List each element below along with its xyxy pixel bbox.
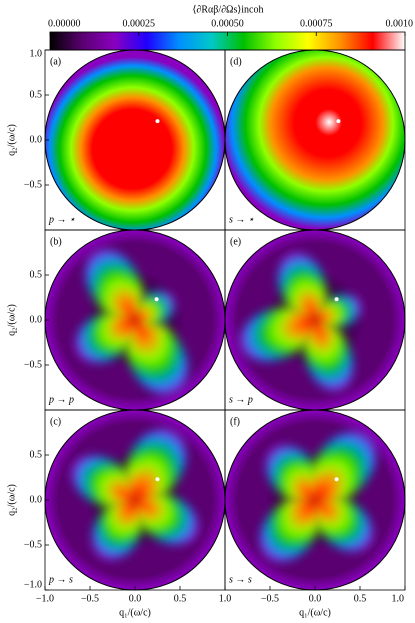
y-tick-label: −1.0 [24, 579, 42, 590]
y-tick-label: 0.0 [30, 314, 43, 325]
intensity-field [225, 50, 405, 230]
lobe [92, 497, 144, 561]
y-tick-label: 0.5 [30, 89, 43, 100]
marker [155, 119, 160, 124]
disk-map [225, 410, 405, 590]
x-tick-label: −0.5 [261, 593, 279, 604]
marker [154, 297, 159, 302]
lobe [124, 317, 189, 397]
colorbar-tick-label: 0.00050 [211, 18, 244, 29]
colorbar-tick-label: 0.0010 [386, 18, 414, 29]
lobe [70, 455, 137, 509]
channel-label: s → p [229, 394, 253, 405]
panel-label: (d) [230, 56, 242, 67]
y-axis-label: q₂/(ω/c) [6, 484, 17, 516]
colorbar-tick-label: 0.00025 [123, 18, 156, 29]
intensity-field [45, 50, 225, 230]
panel-label: (f) [230, 416, 240, 427]
lobe [265, 444, 322, 504]
y-tick-label: 0.0 [30, 494, 43, 505]
colorbar-tick-label: 0.00075 [300, 18, 333, 29]
y-tick-label: −0.5 [24, 359, 42, 370]
marker [336, 119, 341, 124]
lobe [308, 430, 377, 505]
x-tick-label: −1.0 [36, 593, 54, 604]
y-tick-label: 0.0 [30, 134, 43, 145]
x-axis-label: q₁/(ω/c) [119, 607, 151, 618]
lobe [85, 247, 145, 323]
disk-map [45, 230, 225, 410]
disk-map [225, 50, 405, 230]
marker [334, 477, 339, 482]
y-tick-label: 1.0 [30, 48, 43, 59]
lobe [311, 494, 374, 552]
disk-map [225, 230, 405, 410]
x-tick-label: 0.0 [129, 593, 142, 604]
lobe [124, 427, 187, 503]
channel-label: p → p [48, 394, 74, 405]
x-tick-label: 0.5 [354, 593, 367, 604]
channel-label: s → ⋆ [229, 214, 254, 225]
colorbar-tick-label: 0.00000 [48, 18, 81, 29]
lobe [133, 291, 176, 327]
x-tick-label: 0.0 [309, 593, 322, 604]
y-axis-label: q₂/(ω/c) [6, 124, 17, 156]
lobe [278, 251, 328, 321]
marker [155, 477, 160, 482]
lobe [237, 306, 316, 361]
channel-label: s → s [229, 574, 252, 585]
marker [334, 297, 339, 302]
panel-label: (e) [230, 236, 241, 247]
panel-label: (c) [50, 416, 61, 427]
lobe [259, 495, 322, 563]
lobe [303, 319, 353, 393]
x-tick-label: −0.5 [81, 593, 99, 604]
lobe [74, 311, 138, 363]
panel-label: (b) [50, 236, 62, 247]
y-tick-label: −0.5 [24, 179, 42, 190]
lobe [133, 491, 200, 545]
colorbar-title: ⟨∂Rαβ/∂Ωs⟩incoh [192, 4, 263, 15]
lobe [314, 294, 363, 329]
disk-map [45, 50, 225, 230]
x-tick-label: 1.0 [219, 593, 232, 604]
y-tick-label: 0.5 [30, 449, 43, 460]
y-axis-label: q₂/(ω/c) [6, 304, 17, 336]
x-tick-label: 0.5 [174, 593, 187, 604]
channel-label: p → s [48, 574, 73, 585]
y-tick-label: −0.5 [24, 539, 42, 550]
y-tick-label: 0.5 [30, 269, 43, 280]
panel-label: (a) [50, 56, 61, 67]
x-axis-label: q₁/(ω/c) [299, 607, 331, 618]
disk-map [45, 410, 225, 590]
x-tick-label: 1.0 [392, 593, 405, 604]
channel-label: p → ⋆ [48, 214, 75, 225]
